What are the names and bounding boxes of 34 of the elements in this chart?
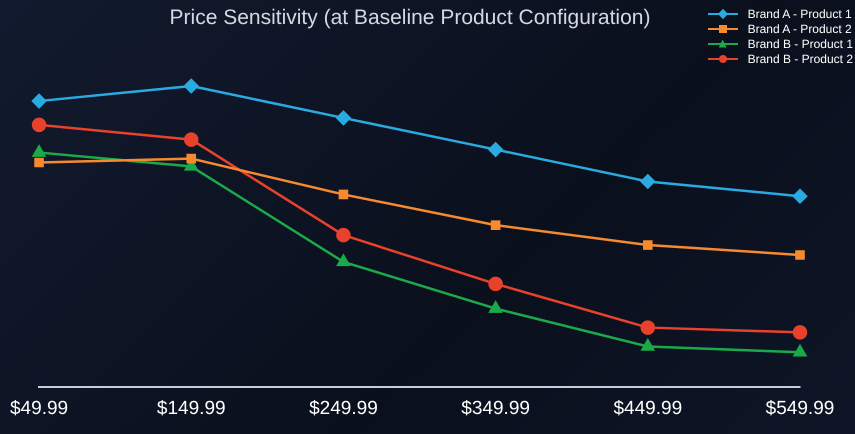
point (32, 118, 46, 132)
point (640, 320, 656, 335)
legend-label: Brand A - Product 1 (748, 6, 852, 20)
point (643, 240, 653, 250)
x-tick-label: $149.99 (156, 398, 226, 419)
point (490, 220, 500, 230)
point (32, 94, 46, 108)
point (489, 301, 502, 313)
point (792, 188, 808, 204)
point (34, 158, 44, 168)
point (336, 254, 350, 266)
point (794, 345, 806, 357)
x-tick-label: $549.99 (766, 398, 834, 419)
legend-label: Brand B - Product 1 (748, 36, 853, 50)
point (186, 154, 196, 164)
legend-label: Brand B - Product 2 (748, 52, 853, 66)
point (336, 228, 351, 242)
point (32, 145, 46, 157)
point (640, 174, 656, 189)
x-tick-label: $349.99 (461, 398, 530, 419)
point (488, 276, 503, 292)
point (336, 110, 351, 126)
x-tick-label: $449.99 (613, 398, 682, 419)
chart-title: Price Sensitivity (at Baseline Product Configuration) (170, 6, 650, 29)
x-tick-label: $249.99 (309, 398, 378, 419)
legend-label: Brand A - Product 2 (748, 22, 852, 36)
point (641, 339, 654, 351)
point (795, 250, 805, 260)
point (792, 325, 808, 340)
point (184, 132, 198, 147)
point (184, 78, 198, 94)
point (488, 142, 503, 157)
point (338, 190, 348, 200)
x-tick-label: $49.99 (10, 398, 68, 419)
